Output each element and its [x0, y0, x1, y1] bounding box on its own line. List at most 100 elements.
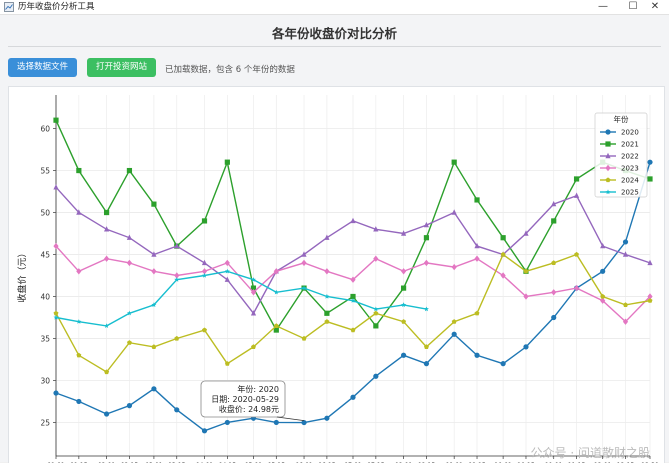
data-point-2021: [224, 159, 230, 165]
data-point-2020: [103, 411, 110, 417]
data-point-2023: [53, 242, 59, 250]
data-point-2024: [202, 327, 207, 333]
data-point-2021: [324, 310, 330, 316]
data-point-2023: [451, 263, 457, 271]
data-point-2023: [647, 293, 653, 300]
minimize-button[interactable]: —: [598, 1, 608, 12]
data-point-2025: [76, 319, 82, 324]
data-point-2020: [301, 419, 307, 426]
legend-label-2020: 2020: [621, 129, 639, 137]
legend-label-2022: 2022: [621, 153, 639, 161]
data-point-2024: [350, 327, 356, 333]
data-point-2021: [350, 293, 356, 300]
legend-marker-2025: [605, 189, 611, 195]
data-point-2023: [273, 268, 279, 275]
legend-title: 年份: [614, 114, 629, 124]
data-point-2022: [104, 226, 110, 232]
data-point-2025: [350, 298, 356, 303]
window-title: 历年收盘价分析工具: [18, 2, 95, 12]
data-point-2020: [53, 390, 59, 396]
tooltip-pointer: [276, 416, 305, 421]
data-point-2020: [551, 314, 557, 321]
data-point-2024: [251, 344, 256, 349]
data-point-2023: [373, 255, 379, 262]
data-point-2023: [622, 318, 629, 325]
data-point-2022: [523, 230, 529, 236]
data-point-2025: [273, 289, 279, 295]
data-point-2022: [622, 251, 629, 257]
y-tick-label: 35: [40, 334, 50, 343]
data-point-2021: [423, 235, 430, 241]
open-investment-site-button[interactable]: 打开投资网站: [87, 58, 157, 77]
data-point-2021: [250, 285, 257, 291]
data-point-2024: [151, 344, 157, 349]
legend-label-2025: 2025: [621, 189, 639, 197]
data-point-2022: [474, 242, 480, 249]
data-point-2020: [273, 419, 279, 426]
app-body: 各年份收盘价对比分析 选择数据文件 打开投资网站 已加载数据，包含 6 个年份的…: [0, 15, 669, 463]
data-point-2020: [451, 331, 457, 337]
data-point-2023: [151, 268, 157, 275]
data-point-2025: [174, 277, 180, 282]
y-tick-label: 45: [40, 251, 50, 260]
data-point-2024: [451, 319, 457, 324]
data-point-2021: [573, 176, 580, 182]
y-tick-label: 30: [40, 376, 50, 385]
data-point-2025: [301, 285, 307, 291]
data-point-2022: [401, 230, 407, 236]
data-point-2021: [53, 117, 59, 123]
title-bar: 历年收盘价分析工具 — ☐ ✕: [0, 0, 669, 15]
data-point-2023: [474, 255, 480, 262]
close-button[interactable]: ✕: [650, 1, 660, 12]
data-point-2020: [500, 361, 506, 367]
maximize-button[interactable]: ☐: [628, 1, 638, 12]
data-point-2023: [574, 284, 580, 292]
data-point-2024: [324, 319, 330, 324]
data-point-2024: [127, 340, 132, 345]
data-point-2024: [500, 251, 506, 257]
data-point-2021: [273, 327, 279, 333]
data-point-2022: [574, 192, 580, 198]
data-point-2022: [600, 242, 606, 249]
closing-price-chart[interactable]: 253035404550556001-0101-1502-0102-1503-0…: [9, 87, 664, 463]
data-point-2022: [126, 234, 132, 240]
tooltip-date: 日期: 2020-05-29: [211, 395, 279, 404]
y-tick-label: 55: [40, 167, 50, 176]
data-point-2024: [523, 268, 529, 274]
data-point-2023: [500, 272, 506, 279]
data-point-2023: [104, 255, 110, 262]
legend-marker-2021: [605, 141, 611, 147]
data-point-2022: [76, 209, 82, 215]
data-point-2021: [373, 323, 379, 329]
data-point-2023: [224, 259, 230, 267]
data-point-2020: [174, 407, 180, 413]
data-point-2025: [401, 302, 407, 307]
tooltip-box: [200, 380, 286, 418]
y-tick-label: 60: [40, 125, 50, 134]
data-point-2021: [500, 235, 506, 241]
data-point-2023: [324, 268, 330, 275]
data-point-2022: [451, 209, 457, 215]
data-point-2024: [53, 310, 59, 316]
data-point-2021: [647, 176, 653, 182]
data-point-2020: [600, 268, 606, 274]
header-divider: [8, 46, 661, 47]
data-point-2021: [151, 201, 157, 207]
data-point-2022: [551, 200, 557, 207]
data-point-2024: [104, 369, 110, 375]
data-point-2023: [301, 259, 307, 267]
series-line-2025[interactable]: [55, 270, 427, 327]
select-data-file-button[interactable]: 选择数据文件: [8, 58, 78, 77]
data-point-2024: [600, 293, 606, 299]
data-point-2024: [373, 310, 379, 316]
legend-label-2023: 2023: [621, 165, 639, 173]
data-point-2022: [373, 226, 379, 232]
data-point-2025: [202, 272, 207, 278]
data-point-2022: [647, 259, 653, 266]
data-point-2024: [574, 251, 579, 257]
data-point-2023: [401, 268, 407, 275]
data-point-2024: [551, 260, 557, 265]
data-point-2021: [474, 197, 480, 203]
legend-label-2024: 2024: [621, 177, 639, 185]
data-point-2022: [201, 259, 208, 266]
